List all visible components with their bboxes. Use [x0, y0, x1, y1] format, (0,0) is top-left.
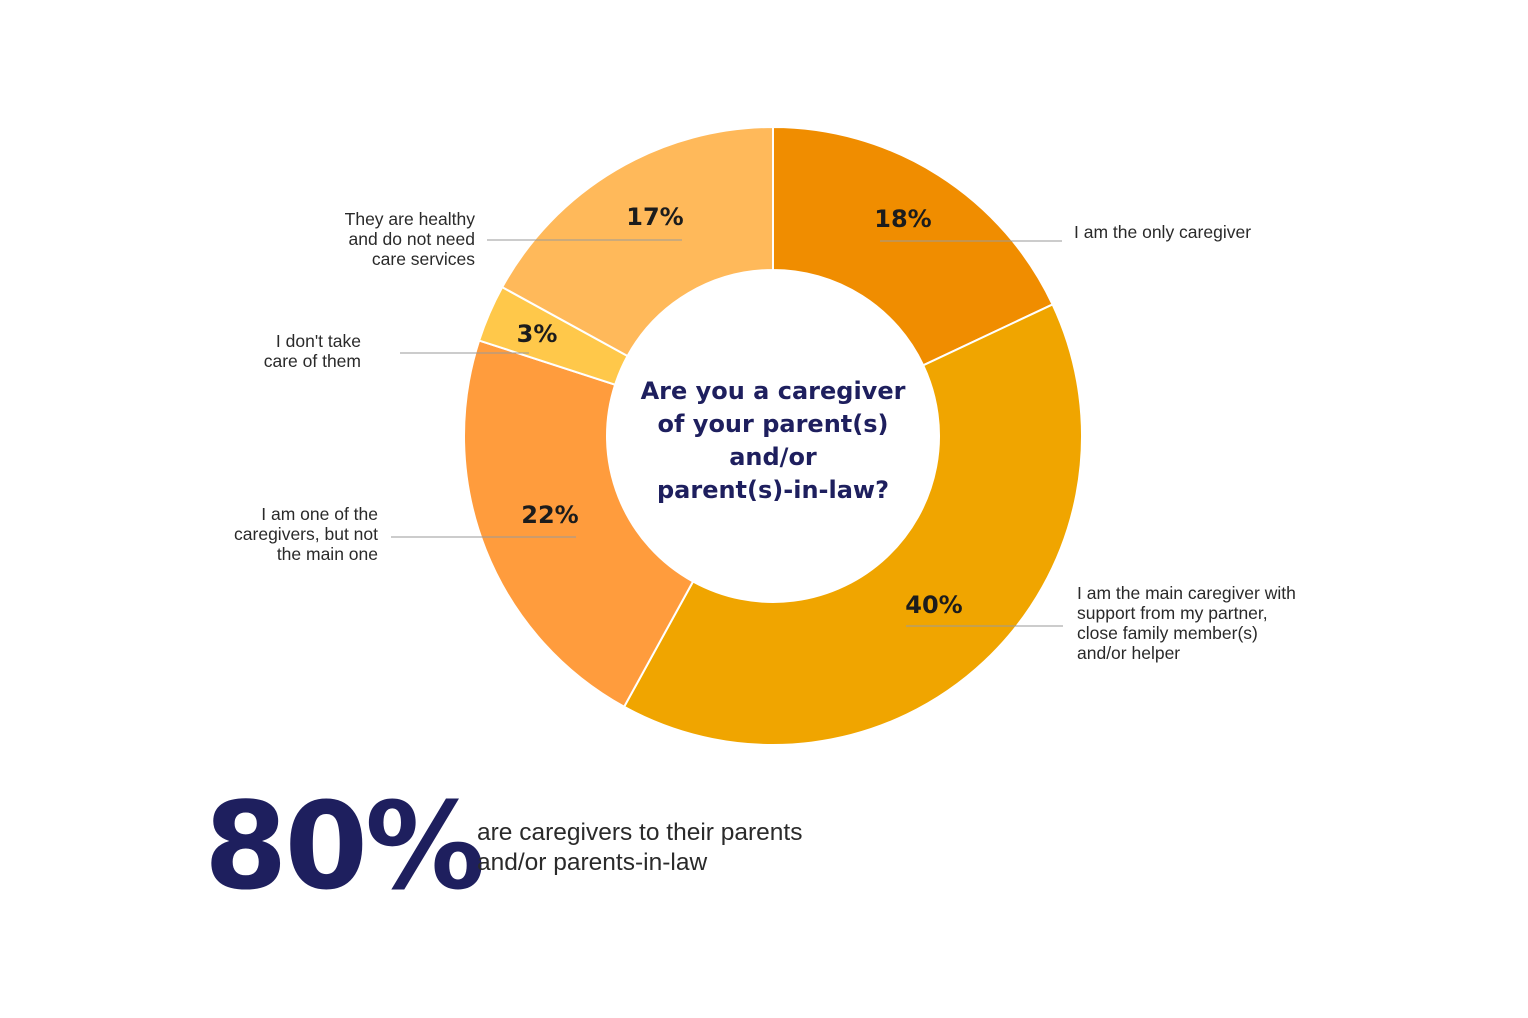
stat-description-line-1: are caregivers to their parents	[477, 819, 803, 846]
category-label-2: I am the main caregiver with support from…	[1077, 583, 1296, 663]
stat-description-line-2: and/or parents-in-law	[477, 849, 708, 876]
value-label-1: 18%	[874, 205, 931, 233]
category-label-2-line-3: close family member(s)	[1077, 623, 1258, 643]
category-label-5-line-2: and do not need	[348, 229, 475, 249]
center-question-line-3: and/or	[729, 443, 817, 471]
donut-slice-2	[622, 303, 1083, 746]
category-label-5-line-1: They are healthy	[345, 209, 476, 229]
donut-slice-1	[772, 125, 1054, 367]
category-label-5: They are healthy and do not need care serv…	[345, 209, 476, 269]
center-question-line-4: parent(s)-in-law?	[657, 476, 889, 504]
stat-value: 80%	[204, 778, 485, 917]
category-label-3-line-2: caregivers, but not	[234, 524, 378, 544]
stat-description: are caregivers to their parents and/or p…	[477, 818, 802, 878]
category-label-3-line-1: I am one of the	[261, 504, 378, 524]
center-question: Are you a caregiver of your parent(s) and/…	[641, 377, 906, 504]
value-label-5: 17%	[626, 203, 683, 231]
category-label-2-line-4: and/or helper	[1077, 643, 1180, 663]
donut-slice-3	[463, 339, 695, 709]
category-label-1: I am the only caregiver	[1074, 222, 1251, 242]
category-label-4-line-1: I don't take	[276, 331, 361, 351]
category-label-2-line-1: I am the main caregiver with	[1077, 583, 1296, 603]
category-label-3-line-3: the main one	[277, 544, 378, 564]
center-question-line-1: Are you a caregiver	[641, 377, 906, 405]
category-label-4-line-2: care of them	[264, 351, 361, 371]
donut-slice-5	[500, 125, 774, 358]
value-label-4: 3%	[517, 320, 558, 348]
category-label-4: I don't take care of them	[264, 331, 361, 371]
value-label-2: 40%	[905, 591, 962, 619]
category-label-5-line-3: care services	[372, 249, 475, 269]
value-label-3: 22%	[521, 501, 578, 529]
category-label-3: I am one of the caregivers, but not the ma…	[234, 504, 378, 564]
center-question-line-2: of your parent(s)	[658, 410, 889, 438]
category-label-1-line-1: I am the only caregiver	[1074, 222, 1251, 242]
category-label-2-line-2: support from my partner,	[1077, 603, 1268, 623]
